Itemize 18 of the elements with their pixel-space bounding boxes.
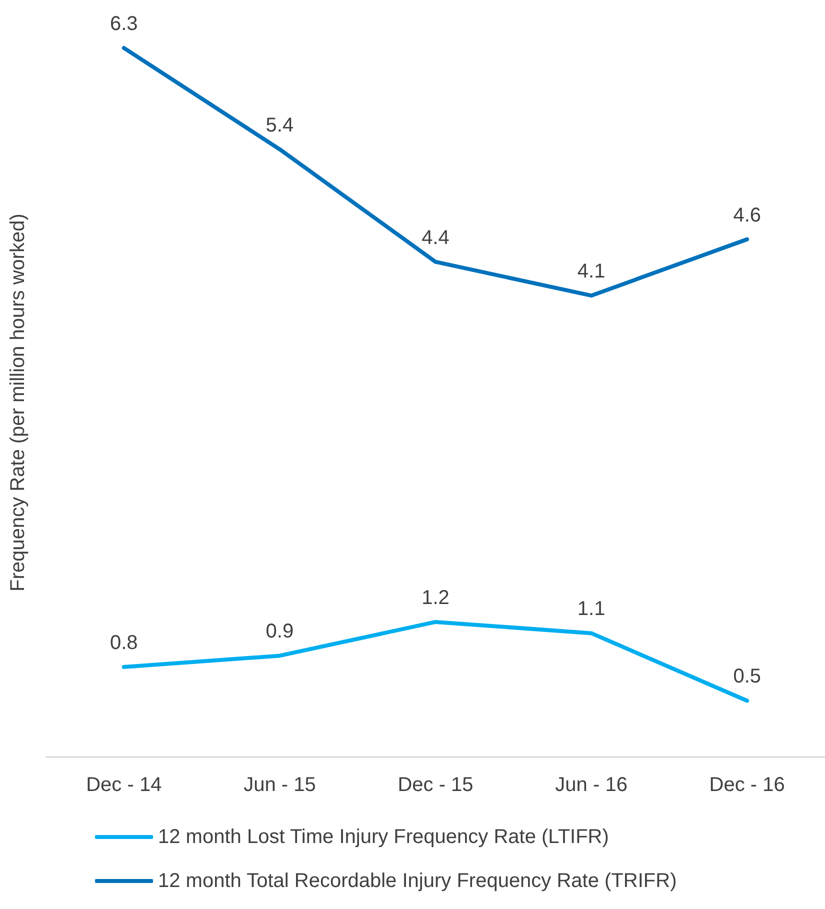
data-label: 4.1 [577,260,606,283]
data-label: 6.3 [110,13,138,35]
data-label: 0.5 [733,666,762,688]
x-tick-label: Jun - 15 [244,774,316,796]
data-label: 1.1 [577,598,606,620]
x-tick-label: Dec - 15 [398,774,474,796]
y-axis-title: Frequency Rate (per million hours worked) [7,214,29,592]
data-label: 0.8 [110,632,138,654]
x-tick-label: Jun - 16 [555,774,628,796]
data-label: 1.2 [422,586,450,609]
x-tick-label: Dec - 14 [86,774,162,796]
legend-label: 12 month Lost Time Injury Frequency Rate (LTIFR) [158,826,609,848]
legend-label: 12 month Total Recordable Injury Frequency Rate (TRIFR) [158,870,677,892]
x-tick-label: Dec - 16 [709,774,785,796]
data-label: 0.9 [266,620,294,643]
data-label: 5.4 [266,114,294,136]
data-label: 4.4 [422,226,450,249]
data-label: 4.6 [733,204,762,226]
